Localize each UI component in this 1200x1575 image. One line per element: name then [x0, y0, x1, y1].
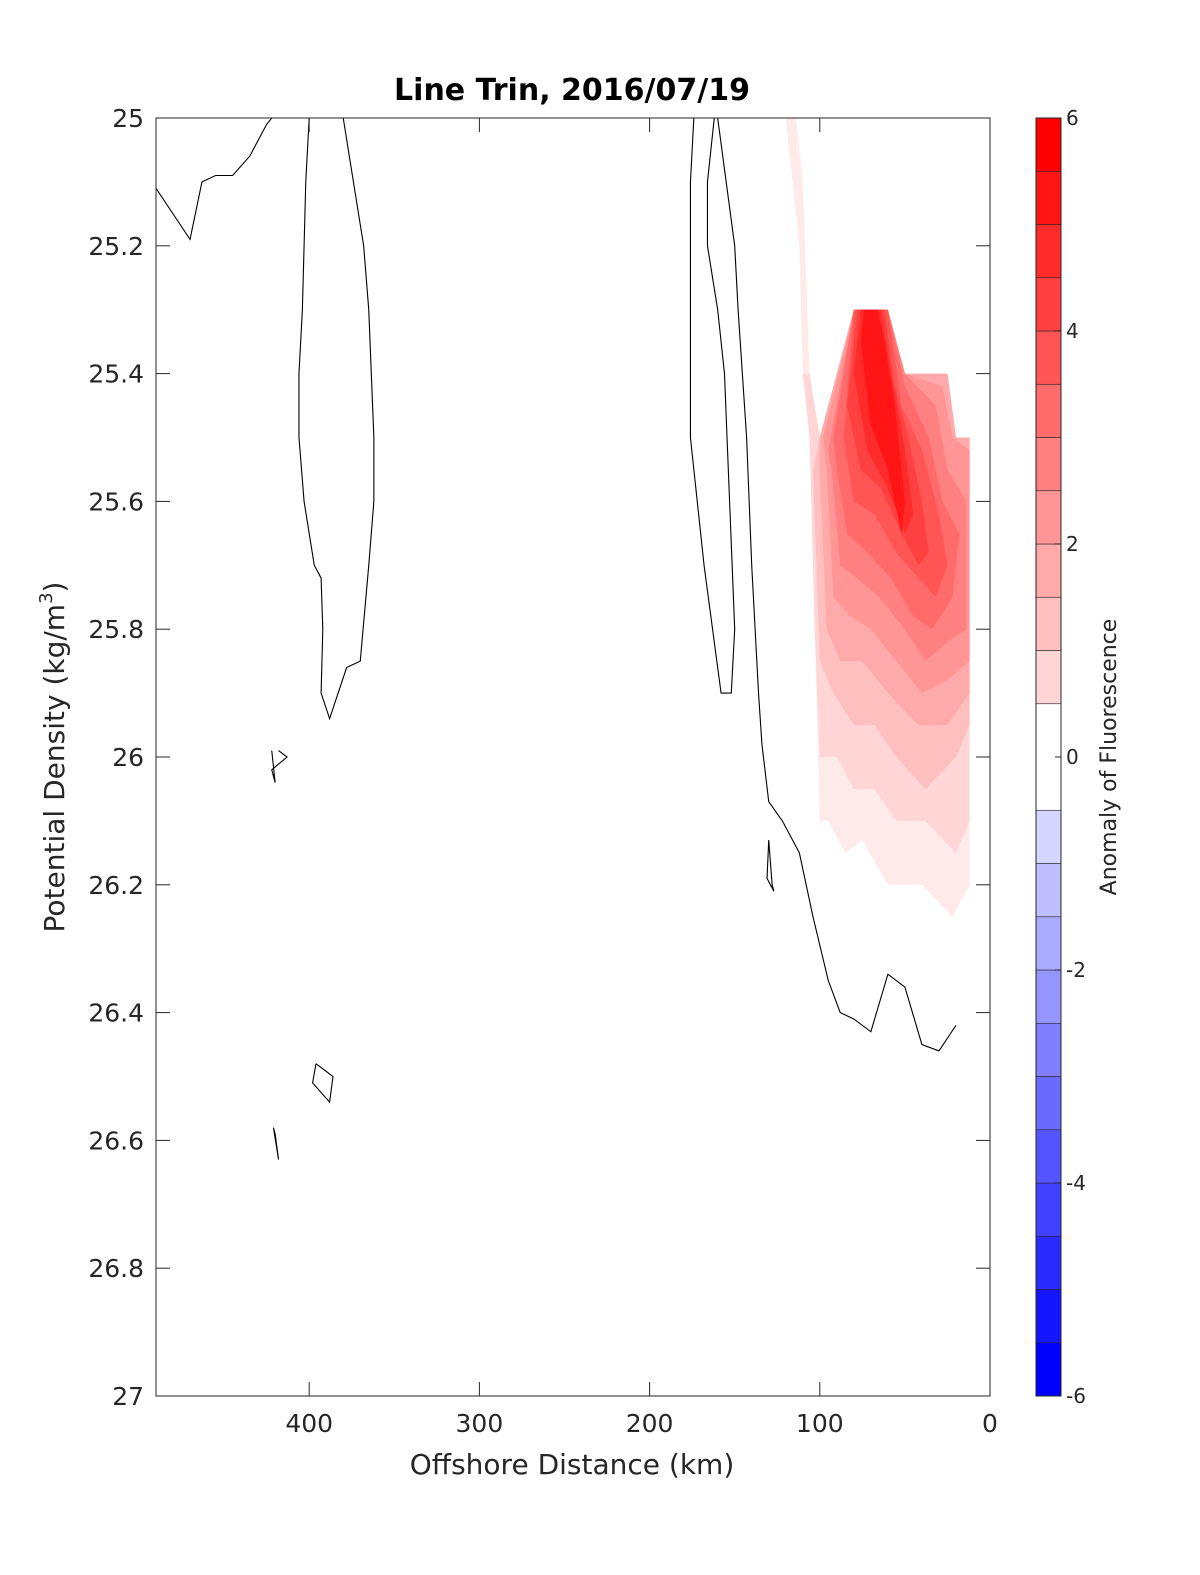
colorbar-tick-label: 6	[1066, 106, 1079, 130]
colorbar-cell	[1035, 916, 1062, 971]
plot-area: 400 300 200 100 0 25 25.2 25.4 25.6 25.8 26 26.2 26…	[88, 104, 998, 1438]
zero-contour-1	[298, 118, 375, 721]
colorbar-cell	[1035, 543, 1062, 598]
x-axis-label: Offshore Distance (km)	[410, 1448, 735, 1481]
filled-region-10	[860, 309, 905, 534]
y-tick-label: 26.2	[88, 871, 144, 900]
colorbar-cell	[1035, 277, 1062, 332]
y-tick-label: 26	[112, 743, 144, 772]
zero-contours	[156, 118, 957, 1160]
colorbar-tick-label: -6	[1066, 1384, 1086, 1408]
colorbar-cell	[1035, 596, 1062, 651]
y-tick-label: 27	[112, 1382, 144, 1411]
colorbar-tick-label: -2	[1066, 958, 1086, 982]
zero-contour-4	[271, 750, 288, 783]
y-tick-label: 25.6	[88, 487, 144, 516]
zero-contour-7	[272, 1127, 280, 1160]
colorbar-cell	[1035, 650, 1062, 705]
colorbar-cell	[1035, 809, 1062, 864]
zero-contour-3	[717, 118, 957, 1052]
x-tick-label: 200	[626, 1409, 674, 1438]
colorbar-cell	[1035, 117, 1062, 172]
zero-contour-5	[766, 840, 775, 892]
colorbar-cell	[1035, 1129, 1062, 1184]
colorbar-cell	[1035, 1182, 1062, 1237]
y-tick-label: 26.8	[88, 1254, 144, 1283]
chart-title: Line Trin, 2016/07/19	[394, 73, 750, 108]
x-axis: 400 300 200 100 0	[285, 118, 998, 1438]
x-tick-label: 400	[285, 1409, 333, 1438]
colorbar-cell	[1035, 383, 1062, 438]
colorbar-tick-label: 0	[1066, 745, 1079, 769]
y-tick-label: 25.8	[88, 615, 144, 644]
colorbar-cell	[1035, 1235, 1062, 1290]
colorbar-cell	[1035, 863, 1062, 918]
colorbar-cell	[1035, 1076, 1062, 1131]
x-tick-label: 100	[796, 1409, 844, 1438]
colorbar-cell	[1035, 330, 1062, 385]
colorbar-cell	[1035, 1022, 1062, 1077]
y-tick-label: 25	[112, 104, 144, 133]
colorbar-cell	[1035, 969, 1062, 1024]
colorbar: 6 4 2 0 -2 -4 -6 Anomaly of Fluorescence	[1035, 106, 1122, 1408]
colorbar-cell	[1035, 437, 1062, 492]
x-tick-label: 0	[982, 1409, 998, 1438]
colorbar-tick-label: 4	[1066, 319, 1079, 343]
y-axis-label: Potential Density (kg/m3)	[36, 582, 71, 933]
colorbar-cell	[1035, 490, 1062, 545]
colorbar-ticks: 6 4 2 0 -2 -4 -6	[1055, 106, 1086, 1408]
y-axis: 25 25.2 25.4 25.6 25.8 26 26.2 26.4 26.6 26.8 27	[88, 104, 990, 1411]
colorbar-cell	[1035, 224, 1062, 279]
colorbar-label: Anomaly of Fluorescence	[1097, 619, 1122, 896]
y-tick-label: 25.4	[88, 360, 144, 389]
colorbar-cell	[1035, 170, 1062, 225]
colorbar-tick-label: -4	[1066, 1171, 1086, 1195]
zero-contour-0	[156, 118, 273, 241]
colorbar-tick-label: 2	[1066, 532, 1079, 556]
y-tick-label: 26.6	[88, 1126, 144, 1155]
zero-contour-6	[311, 1063, 334, 1104]
colorbar-cell	[1035, 1342, 1062, 1397]
zero-contour-2	[689, 118, 736, 694]
filled-contours	[785, 118, 970, 917]
colorbar-cell	[1035, 1289, 1062, 1344]
y-tick-label: 25.2	[88, 232, 144, 261]
x-tick-label: 300	[456, 1409, 504, 1438]
y-tick-label: 26.4	[88, 999, 144, 1028]
